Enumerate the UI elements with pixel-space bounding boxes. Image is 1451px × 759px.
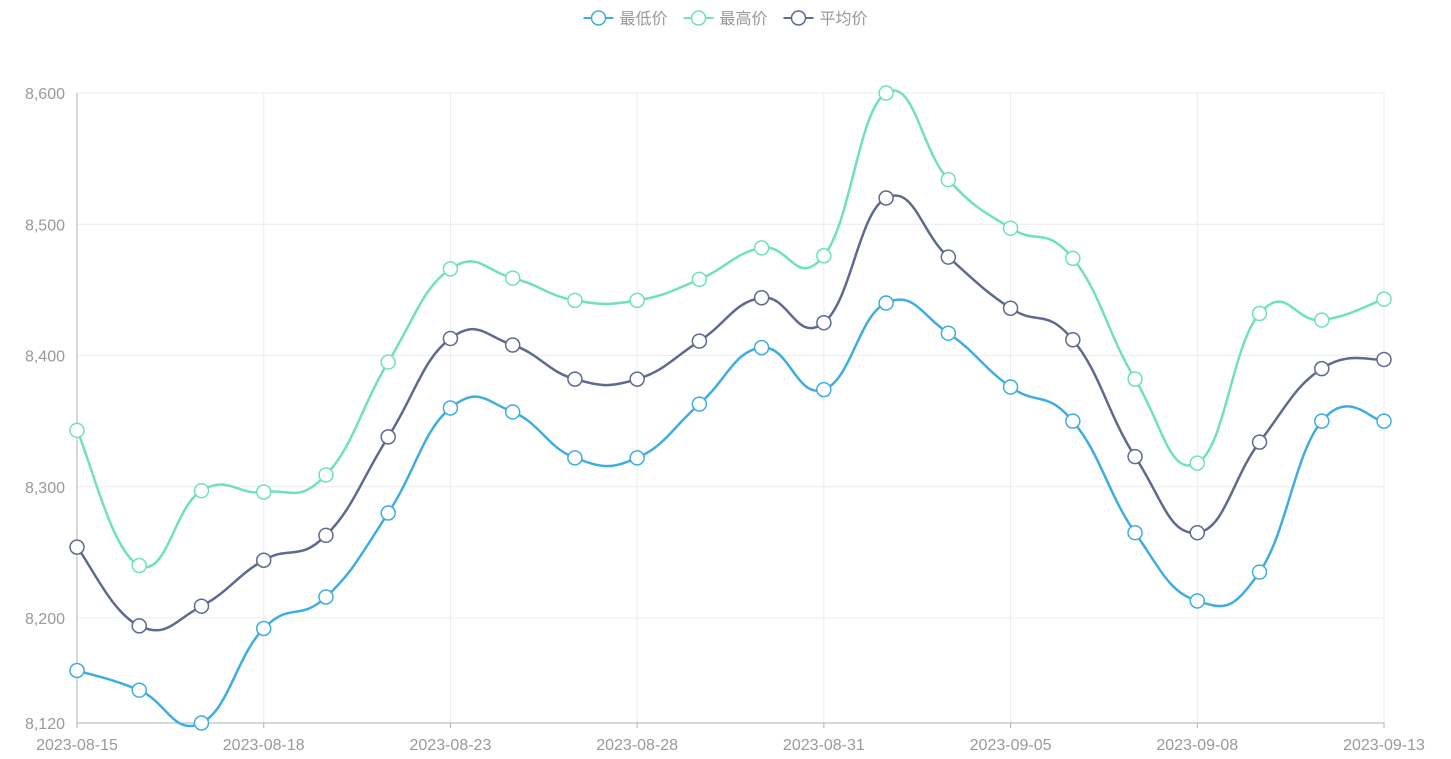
data-point-series-3[interactable] (1002, 300, 1019, 316)
data-point-series-2[interactable] (442, 261, 459, 277)
x-tick-label: 2023-09-13 (1343, 737, 1425, 754)
data-point-series-1[interactable] (753, 339, 770, 356)
data-point-series-2[interactable] (1065, 250, 1081, 267)
data-point-series-2[interactable] (691, 271, 708, 288)
x-tick-label: 2023-08-15 (36, 737, 118, 754)
data-point-series-2[interactable] (318, 467, 334, 483)
data-point-series-1[interactable] (255, 620, 272, 637)
data-point-series-3[interactable] (691, 333, 708, 349)
y-tick-label: 8,500 (25, 217, 65, 234)
data-point-series-3[interactable] (940, 249, 957, 265)
data-point-series-1[interactable] (442, 400, 459, 416)
data-point-series-2[interactable] (504, 270, 521, 286)
data-point-series-3[interactable] (1251, 434, 1268, 450)
legend-item-3[interactable]: 平均价 (783, 9, 868, 28)
legend[interactable]: 最低价 最高价 平均价 (583, 9, 868, 28)
data-point-series-3[interactable] (629, 371, 645, 387)
data-point-series-1[interactable] (1002, 379, 1019, 395)
x-tick-label: 2023-09-05 (970, 737, 1052, 754)
x-tick-label: 2023-08-28 (596, 737, 678, 754)
data-point-series-1[interactable] (1065, 413, 1081, 429)
legend-item-2[interactable]: 最高价 (683, 9, 768, 28)
data-point-series-1[interactable] (691, 396, 708, 412)
data-point-series-2[interactable] (193, 482, 210, 499)
data-point-series-3[interactable] (753, 290, 770, 306)
data-point-series-3[interactable] (1065, 332, 1081, 348)
data-point-series-1[interactable] (1127, 524, 1143, 541)
data-point-series-1[interactable] (69, 662, 85, 679)
data-point-series-2[interactable] (753, 240, 770, 256)
data-point-series-3[interactable] (567, 371, 583, 387)
data-point-series-3[interactable] (193, 598, 210, 614)
data-point-series-3[interactable] (878, 190, 894, 206)
y-tick-label: 8,120 (25, 716, 65, 733)
data-point-series-1[interactable] (1314, 413, 1330, 429)
legend-circle-icon (690, 10, 707, 26)
data-point-series-1[interactable] (816, 381, 832, 398)
grid-lines (77, 92, 1385, 723)
data-point-series-2[interactable] (567, 292, 583, 309)
data-point-series-2[interactable] (940, 171, 957, 188)
data-point-series-3[interactable] (816, 314, 832, 331)
data-point-series-2[interactable] (1251, 305, 1268, 322)
legend-item-1[interactable]: 最低价 (583, 9, 668, 28)
data-point-series-2[interactable] (380, 354, 396, 370)
data-point-series-2[interactable] (131, 557, 147, 574)
legend-circle-icon (590, 10, 607, 26)
series-points (69, 85, 1392, 731)
data-point-series-1[interactable] (193, 715, 210, 731)
data-point-series-3[interactable] (1314, 360, 1330, 377)
axes: 8,120 8,200 8,300 8,400 8,500 8,600 2023-08-15… (25, 86, 1425, 754)
series-line-2 (75, 89, 1386, 569)
data-point-series-1[interactable] (567, 450, 583, 466)
x-tick-label: 2023-08-23 (410, 737, 492, 754)
data-point-series-3[interactable] (1127, 448, 1143, 465)
legend-label: 平均价 (820, 9, 868, 28)
data-point-series-1[interactable] (1251, 564, 1268, 580)
data-point-series-1[interactable] (940, 325, 957, 341)
legend-circle-icon (790, 10, 807, 26)
x-tick-label: 2023-09-08 (1156, 737, 1238, 754)
y-tick-label: 8,600 (25, 86, 65, 103)
data-point-series-1[interactable] (1376, 413, 1392, 429)
legend-label: 最低价 (620, 9, 668, 28)
data-point-series-1[interactable] (504, 404, 521, 420)
data-point-series-2[interactable] (1127, 371, 1143, 387)
series-line-1 (75, 298, 1386, 728)
data-point-series-2[interactable] (816, 248, 832, 264)
data-point-series-3[interactable] (380, 429, 396, 445)
x-tick-label: 2023-08-31 (783, 737, 865, 754)
data-point-series-3[interactable] (318, 527, 334, 544)
series-lines (75, 89, 1386, 728)
data-point-series-3[interactable] (131, 618, 147, 634)
data-point-series-2[interactable] (1002, 220, 1019, 236)
data-point-series-2[interactable] (878, 85, 894, 101)
legend-label: 最高价 (720, 9, 768, 28)
y-tick-label: 8,200 (25, 611, 65, 628)
data-point-series-2[interactable] (629, 292, 645, 309)
data-point-series-2[interactable] (69, 422, 85, 439)
data-point-series-2[interactable] (1189, 455, 1206, 471)
data-point-series-1[interactable] (629, 450, 645, 466)
data-point-series-1[interactable] (878, 295, 894, 311)
data-point-series-3[interactable] (69, 539, 85, 555)
data-point-series-1[interactable] (131, 682, 147, 698)
data-point-series-3[interactable] (504, 337, 521, 353)
data-point-series-3[interactable] (255, 552, 272, 568)
data-point-series-2[interactable] (1376, 291, 1392, 307)
data-point-series-3[interactable] (1189, 524, 1206, 541)
data-point-series-1[interactable] (1189, 593, 1206, 609)
data-point-series-3[interactable] (1376, 351, 1392, 368)
data-point-series-3[interactable] (442, 330, 459, 347)
x-tick-label: 2023-08-18 (223, 737, 305, 754)
data-point-series-2[interactable] (255, 484, 272, 500)
data-point-series-1[interactable] (380, 505, 396, 521)
data-point-series-1[interactable] (318, 589, 334, 605)
data-point-series-2[interactable] (1314, 312, 1330, 328)
y-tick-label: 8,400 (25, 349, 65, 366)
y-tick-label: 8,300 (25, 480, 65, 497)
